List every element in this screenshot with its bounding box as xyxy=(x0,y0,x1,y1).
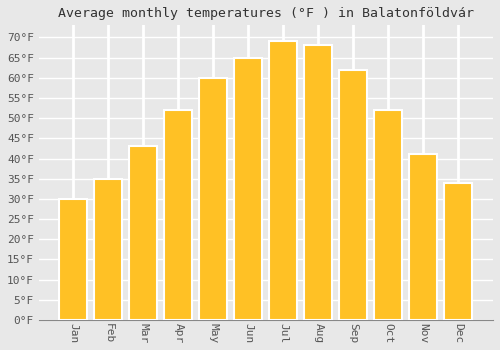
Bar xyxy=(234,58,262,320)
Bar xyxy=(444,183,472,320)
Bar xyxy=(130,146,158,320)
Bar xyxy=(410,154,438,320)
Bar xyxy=(60,199,88,320)
Bar xyxy=(270,41,297,320)
Title: Average monthly temperatures (°F ) in Balatonföldvár: Average monthly temperatures (°F ) in Ba… xyxy=(58,7,474,20)
Bar xyxy=(200,78,228,320)
Bar xyxy=(374,110,402,320)
Bar xyxy=(304,46,332,320)
Bar xyxy=(340,70,367,320)
Bar xyxy=(94,179,122,320)
Bar xyxy=(164,110,192,320)
